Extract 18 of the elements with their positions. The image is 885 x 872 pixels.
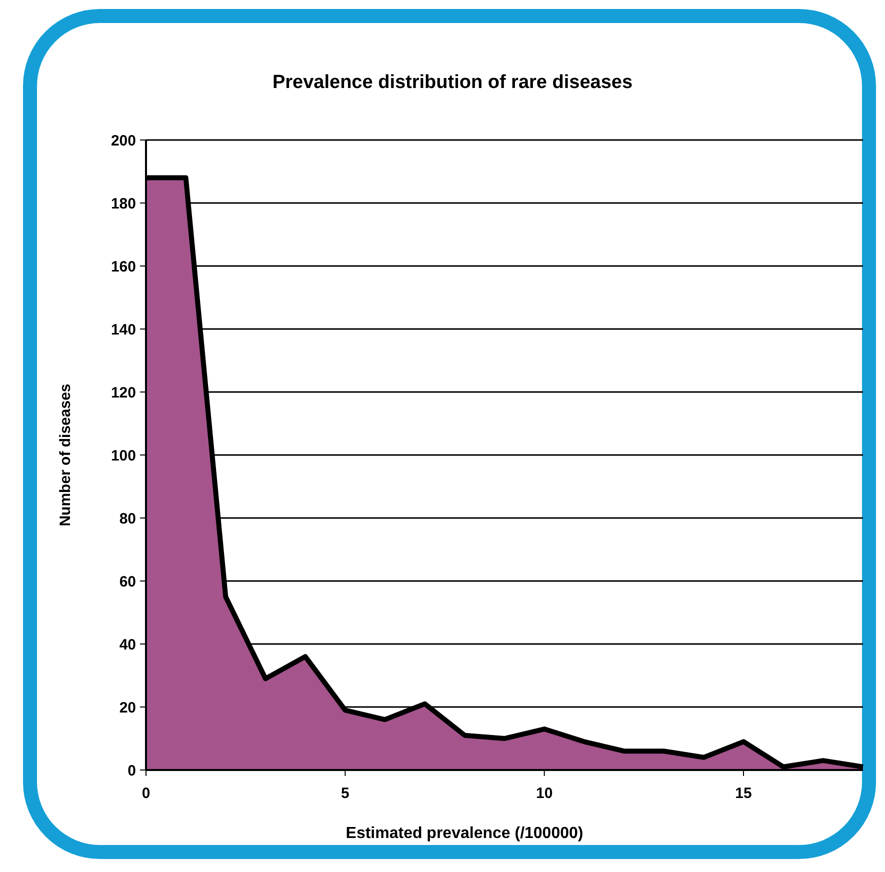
y-tick-label: 200 bbox=[110, 132, 136, 150]
y-tick-label: 160 bbox=[110, 258, 136, 276]
x-tick-label: 0 bbox=[142, 785, 150, 802]
x-tick-label: 5 bbox=[340, 785, 350, 802]
chart-title: Prevalence distribution of rare diseases bbox=[272, 72, 633, 93]
y-tick-label: 180 bbox=[110, 195, 136, 212]
y-axis-title: Number of diseases bbox=[57, 384, 74, 526]
y-tick-label: 120 bbox=[110, 384, 136, 402]
x-tick-label: 10 bbox=[536, 785, 553, 802]
y-tick-label: 20 bbox=[119, 699, 136, 716]
x-tick-label: 15 bbox=[735, 785, 752, 802]
y-tick-label: 40 bbox=[119, 636, 136, 654]
y-tick-label: 140 bbox=[110, 321, 136, 338]
y-tick-label: 100 bbox=[110, 447, 136, 464]
y-tick-label: 80 bbox=[119, 510, 136, 528]
y-tick-label: 60 bbox=[119, 573, 136, 590]
x-axis-title: Estimated prevalence (/100000) bbox=[346, 825, 584, 842]
y-tick-label: 0 bbox=[128, 762, 136, 780]
